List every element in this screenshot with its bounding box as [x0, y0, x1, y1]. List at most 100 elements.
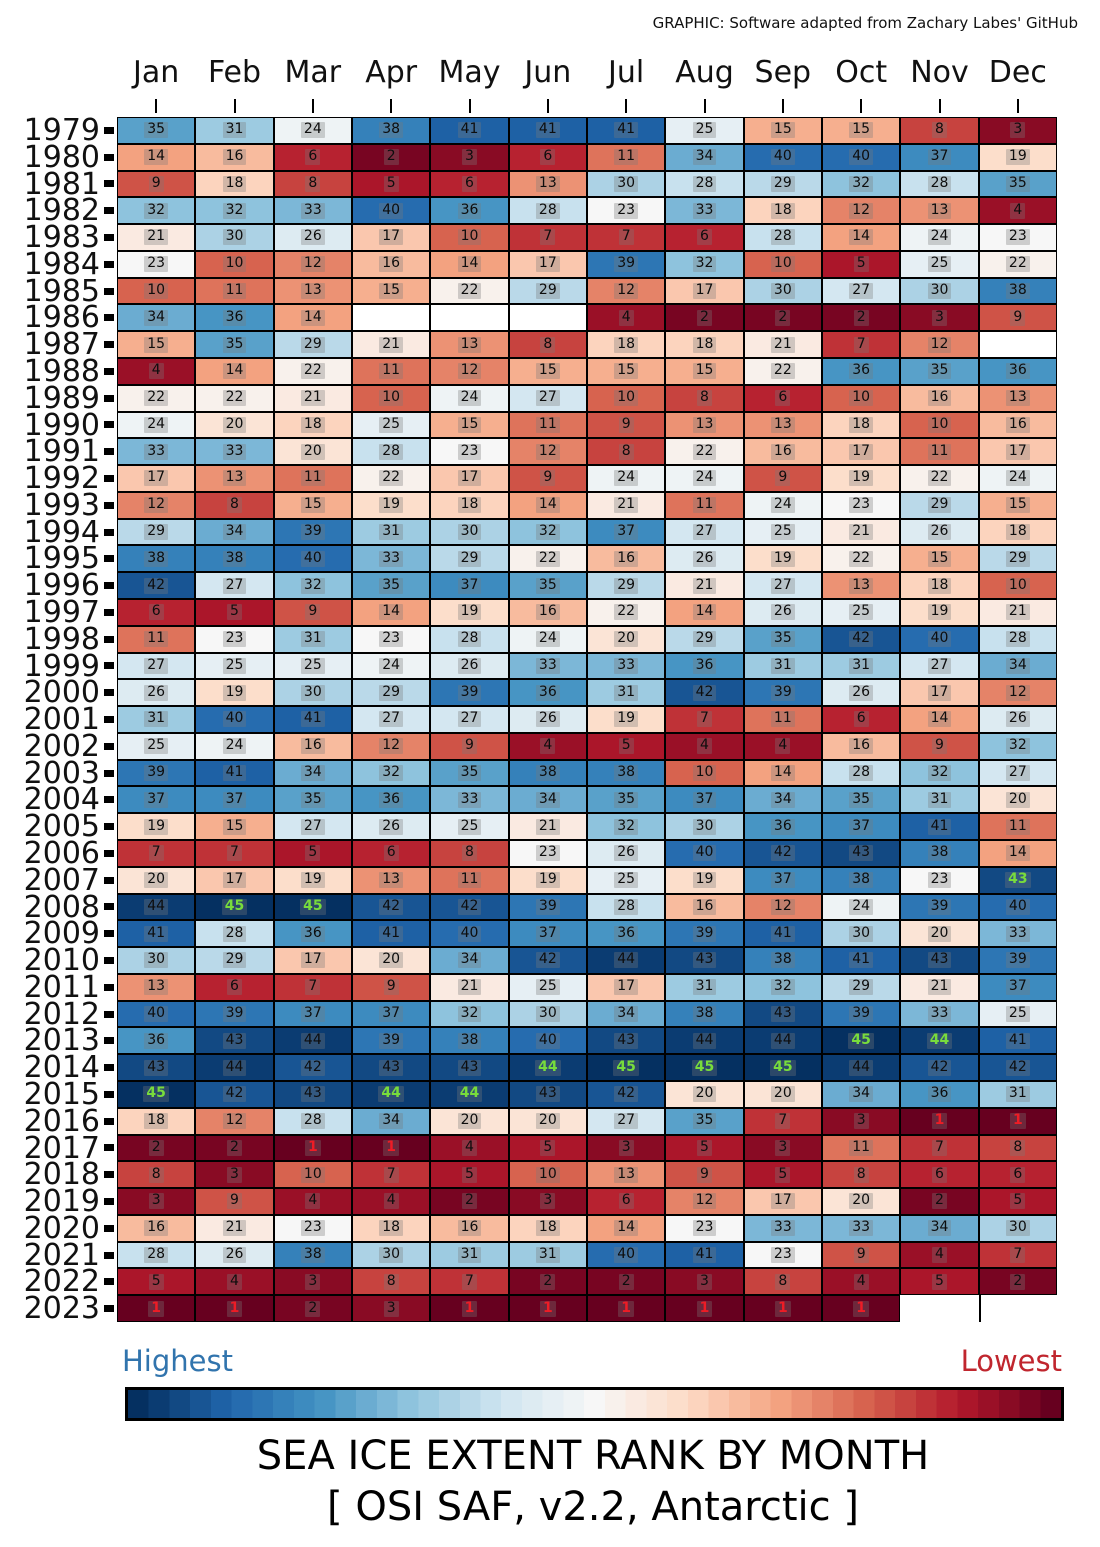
rank-value: 32 [535, 524, 560, 541]
heatmap-cell: 8 [900, 117, 979, 144]
rank-value: 34 [614, 1006, 639, 1023]
heatmap-cell: 20 [822, 1188, 901, 1215]
heatmap-cell: 12 [587, 277, 666, 305]
rank-value: 31 [379, 524, 404, 541]
rank-value: 6 [618, 1193, 634, 1210]
heatmap-cell: 25 [195, 652, 274, 680]
rank-value: 8 [462, 845, 477, 862]
heatmap-cell: 13 [900, 197, 979, 225]
rank-value: 22 [770, 363, 795, 380]
rank-value: 45 [770, 1059, 796, 1076]
heatmap-cell: 23 [978, 224, 1057, 251]
heatmap-cell: 44 [587, 947, 666, 974]
heatmap-cell: 35 [508, 572, 587, 599]
rank-value: 29 [144, 524, 169, 541]
year-label: 1981 [23, 166, 100, 202]
heatmap-cell: 14 [900, 706, 979, 733]
rank-value: 10 [1005, 577, 1030, 594]
year-label: 1996 [23, 568, 100, 604]
rank-value: 28 [770, 229, 795, 246]
heatmap-cell: 6 [117, 599, 196, 626]
rank-value: 17 [770, 1193, 795, 1210]
rank-value: 2 [775, 309, 791, 326]
heatmap-cell: 11 [273, 465, 352, 492]
rank-value: 26 [535, 711, 560, 728]
rank-value: 3 [148, 1193, 164, 1210]
rank-value: 42 [144, 577, 169, 594]
heatmap-cell: 1 [743, 1295, 822, 1322]
heatmap-cell: 29 [195, 947, 274, 974]
rank-value: 15 [457, 416, 482, 433]
rank-value: 7 [383, 1166, 399, 1183]
rank-value: 45 [221, 898, 248, 915]
rank-value: 16 [535, 604, 560, 621]
heatmap-cell: 33 [665, 197, 744, 225]
heatmap-cell: 33 [430, 786, 509, 814]
heatmap-cell: 32 [273, 572, 352, 599]
year-tick-icon [104, 796, 114, 804]
rank-value: 32 [1005, 738, 1030, 755]
heatmap-cell: 4 [273, 1188, 352, 1215]
heatmap-cell: 27 [822, 277, 901, 305]
heatmap-cell [352, 304, 431, 332]
year-tick-icon [104, 849, 114, 857]
rank-value: 28 [379, 443, 404, 460]
heatmap-cell: 33 [978, 920, 1057, 948]
heatmap-cell: 19 [195, 679, 274, 707]
heatmap-cell: 45 [822, 1027, 901, 1055]
heatmap-cell: 40 [508, 1027, 587, 1055]
rank-value: 44 [378, 1086, 404, 1103]
rank-value: 27 [927, 657, 952, 674]
rank-value: 14 [849, 229, 874, 246]
heatmap-cell: 40 [900, 625, 979, 653]
rank-value: 40 [222, 711, 247, 728]
rank-value: 9 [227, 1193, 242, 1210]
rank-value: 32 [379, 765, 404, 782]
month-tick-icon [781, 99, 784, 113]
rank-value: 32 [849, 175, 874, 192]
heatmap-cell: 42 [352, 893, 431, 921]
rank-value: 5 [305, 845, 321, 862]
year-tick-icon [104, 1010, 114, 1018]
rank-value: 27 [300, 818, 325, 835]
heatmap-cell: 26 [430, 652, 509, 680]
rank-value: 44 [222, 1059, 247, 1076]
heatmap-cell: 30 [665, 813, 744, 840]
heatmap-cell: 27 [195, 572, 274, 599]
heatmap-cell: 23 [900, 866, 979, 894]
heatmap-cell: 21 [273, 384, 352, 412]
rank-value: 44 [535, 1059, 561, 1076]
rank-value: 40 [849, 149, 874, 166]
rank-value: 18 [614, 336, 639, 353]
heatmap-cell: 7 [508, 224, 587, 251]
heatmap-cell: 4 [665, 732, 744, 760]
rank-value: 2 [540, 1273, 556, 1290]
rank-value: 39 [379, 1032, 404, 1049]
heatmap-cell: 27 [508, 384, 587, 412]
heatmap-cell: 19 [978, 143, 1057, 171]
heatmap-cell: 8 [587, 438, 666, 466]
year-tick-icon [104, 448, 114, 456]
heatmap-cell: 26 [978, 706, 1057, 733]
heatmap-cell: 44 [900, 1027, 979, 1055]
heatmap-cell: 44 [430, 1081, 509, 1108]
heatmap-cell: 3 [743, 1134, 822, 1162]
rank-value: 25 [614, 872, 639, 889]
rank-value: 29 [300, 336, 325, 353]
rank-value: 3 [1010, 122, 1026, 139]
heatmap-cell: 40 [743, 143, 822, 171]
heatmap-cell: 7 [273, 973, 352, 1001]
rank-value: 19 [1005, 149, 1030, 166]
year-label: 1980 [23, 139, 100, 175]
rank-value: 16 [692, 898, 717, 915]
heatmap-cell: 36 [900, 1081, 979, 1108]
rank-value: 20 [849, 1193, 874, 1210]
rank-value: 21 [222, 1220, 247, 1237]
heatmap-cell: 42 [273, 1054, 352, 1081]
heatmap-cell: 14 [352, 599, 431, 626]
rank-value: 44 [300, 1032, 325, 1049]
rank-value: 34 [144, 309, 169, 326]
rank-value: 16 [770, 443, 795, 460]
rank-value: 34 [770, 791, 795, 808]
rank-value: 27 [614, 1113, 639, 1130]
